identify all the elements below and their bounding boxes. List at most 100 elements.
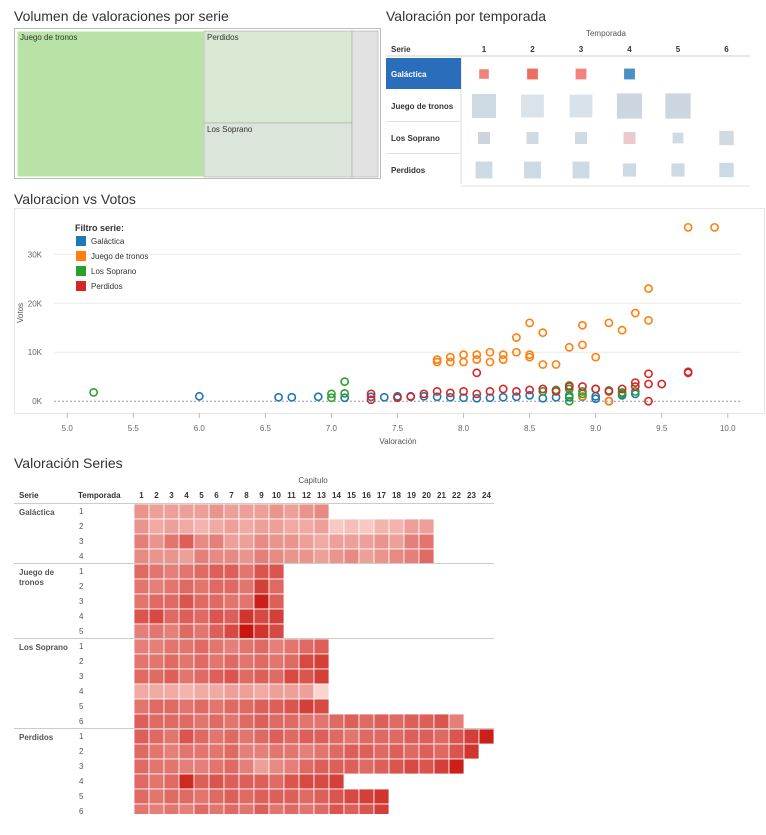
heatmap-cell-galactica-t2-e1[interactable] <box>133 518 150 535</box>
heatmap-cell-juego-de-tronos-t4-e8[interactable] <box>238 608 255 625</box>
scatter-point-galactica[interactable] <box>366 392 376 402</box>
scatter-point-juego-de-tronos[interactable] <box>564 342 574 352</box>
scatter-point-galactica[interactable] <box>472 393 482 403</box>
heatmap-cell-los-soprano-t4-e5[interactable] <box>193 683 210 700</box>
heatmap-cell-juego-de-tronos-t4-e10[interactable] <box>268 608 285 625</box>
heatmap-cell-galactica-t3-e13[interactable] <box>313 533 330 550</box>
scatter-point-los-soprano[interactable] <box>327 389 336 399</box>
heatmap-cell-los-soprano-t6-e8[interactable] <box>238 713 255 730</box>
season-mark-los-soprano-t2[interactable] <box>526 132 539 144</box>
heatmap-cell-perdidos-t5-e11[interactable] <box>283 788 300 805</box>
heatmap-cell-juego-de-tronos-t3-e1[interactable] <box>133 593 150 610</box>
heatmap-cell-perdidos-t5-e3[interactable] <box>163 788 180 805</box>
heatmap-cell-los-soprano-t1-e9[interactable] <box>253 638 270 655</box>
heatmap-cell-galactica-t2-e12[interactable] <box>298 518 315 535</box>
heatmap-cell-juego-de-tronos-t5-e5[interactable] <box>193 623 210 640</box>
scatter-point-juego-de-tronos[interactable] <box>683 222 693 232</box>
heatmap-cell-los-soprano-t1-e4[interactable] <box>178 638 195 655</box>
heatmap-cell-perdidos-t5-e17[interactable] <box>373 788 390 805</box>
heatmap-cell-los-soprano-t6-e21[interactable] <box>433 713 450 730</box>
scatter-point-juego-de-tronos[interactable] <box>485 357 495 367</box>
scatter-point-perdidos[interactable] <box>498 384 508 394</box>
heatmap-cell-los-soprano-t3-e3[interactable] <box>163 668 180 685</box>
heatmap-cell-perdidos-t6-e8[interactable] <box>238 803 255 814</box>
heatmap-cell-galactica-t1-e12[interactable] <box>298 503 315 520</box>
heatmap-cell-juego-de-tronos-t2-e1[interactable] <box>133 578 150 595</box>
scatter-point-perdidos[interactable] <box>472 389 482 399</box>
heatmap-cell-los-soprano-t5-e6[interactable] <box>208 698 225 715</box>
scatter-point-perdidos[interactable] <box>617 384 627 394</box>
heatmap-cell-perdidos-t1-e3[interactable] <box>163 728 180 745</box>
heatmap-cell-perdidos-t1-e4[interactable] <box>178 728 195 745</box>
heatmap-cell-juego-de-tronos-t3-e5[interactable] <box>193 593 210 610</box>
heatmap-cell-galactica-t2-e7[interactable] <box>223 518 240 535</box>
season-mark-perdidos-t4[interactable] <box>622 163 637 177</box>
heatmap-cell-los-soprano-t2-e9[interactable] <box>253 653 270 670</box>
scatter-point-los-soprano[interactable] <box>630 387 640 396</box>
heatmap-cell-juego-de-tronos-t3-e9[interactable] <box>253 593 270 610</box>
heatmap-cell-los-soprano-t3-e8[interactable] <box>238 668 255 685</box>
heatmap-cell-galactica-t4-e20[interactable] <box>418 548 435 565</box>
heatmap-cell-perdidos-t2-e4[interactable] <box>178 743 195 760</box>
heatmap-cell-galactica-t4-e2[interactable] <box>148 548 165 565</box>
heatmap-cell-perdidos-t4-e8[interactable] <box>238 773 255 790</box>
heatmap-cell-los-soprano-t4-e11[interactable] <box>283 683 300 700</box>
heatmap-cell-juego-de-tronos-t3-e10[interactable] <box>268 593 285 610</box>
heatmap-cell-los-soprano-t4-e1[interactable] <box>133 683 150 700</box>
scatter-point-los-soprano[interactable] <box>617 389 627 399</box>
heatmap-cell-galactica-t4-e9[interactable] <box>253 548 270 565</box>
heatmap-cell-juego-de-tronos-t4-e5[interactable] <box>193 608 210 625</box>
heatmap-cell-los-soprano-t5-e11[interactable] <box>283 698 300 715</box>
heatmap-cell-juego-de-tronos-t5-e9[interactable] <box>253 623 270 640</box>
heatmap-cell-perdidos-t4-e13[interactable] <box>313 773 330 790</box>
scatter-point-perdidos[interactable] <box>538 384 548 394</box>
heatmap-cell-perdidos-t4-e4[interactable] <box>178 773 195 790</box>
heatmap-cell-perdidos-t1-e24[interactable] <box>478 728 495 745</box>
heatmap-cell-perdidos-t2-e7[interactable] <box>223 743 240 760</box>
heatmap-cell-galactica-t2-e14[interactable] <box>328 518 345 535</box>
heatmap-cell-juego-de-tronos-t5-e2[interactable] <box>148 623 165 640</box>
legend-label-perdidos[interactable]: Perdidos <box>91 282 123 291</box>
heatmap-cell-perdidos-t4-e11[interactable] <box>283 773 300 790</box>
scatter-point-juego-de-tronos[interactable] <box>604 396 614 406</box>
season-mark-galactica-t4[interactable] <box>624 68 635 80</box>
heatmap-cell-perdidos-t1-e22[interactable] <box>448 728 465 745</box>
treemap-cell-juego-de-tronos[interactable] <box>16 30 205 178</box>
heatmap-cell-los-soprano-t6-e20[interactable] <box>418 713 435 730</box>
season-mark-juego-de-tronos-t1[interactable] <box>472 94 496 118</box>
heatmap-cell-perdidos-t6-e15[interactable] <box>343 803 360 814</box>
heatmap-cell-juego-de-tronos-t2-e9[interactable] <box>253 578 270 595</box>
heatmap-cell-los-soprano-t6-e14[interactable] <box>328 713 345 730</box>
heatmap-cell-perdidos-t2-e14[interactable] <box>328 743 345 760</box>
heatmap-cell-perdidos-t2-e10[interactable] <box>268 743 285 760</box>
heatmap-cell-los-soprano-t1-e12[interactable] <box>298 638 315 655</box>
season-mark-los-soprano-t4[interactable] <box>623 132 636 144</box>
heatmap-cell-perdidos-t1-e14[interactable] <box>328 728 345 745</box>
scatter-point-juego-de-tronos[interactable] <box>472 350 482 360</box>
heatmap-cell-galactica-t3-e3[interactable] <box>163 533 180 550</box>
season-row-label-galactica[interactable]: Galáctica <box>391 70 427 79</box>
heatmap-cell-juego-de-tronos-t4-e3[interactable] <box>163 608 180 625</box>
heatmap-cell-perdidos-t1-e18[interactable] <box>388 728 405 745</box>
heatmap-cell-galactica-t2-e2[interactable] <box>148 518 165 535</box>
heatmap-cell-los-soprano-t2-e10[interactable] <box>268 653 285 670</box>
heatmap-cell-los-soprano-t4-e9[interactable] <box>253 683 270 700</box>
heatmap-cell-los-soprano-t4-e13[interactable] <box>313 683 330 700</box>
heatmap-cell-los-soprano-t6-e15[interactable] <box>343 713 360 730</box>
season-mark-perdidos-t5[interactable] <box>671 163 685 177</box>
heatmap-cell-perdidos-t3-e15[interactable] <box>343 758 360 775</box>
heatmap-cell-galactica-t1-e3[interactable] <box>163 503 180 520</box>
heatmap-cell-los-soprano-t5-e10[interactable] <box>268 698 285 715</box>
heatmap-cell-perdidos-t3-e17[interactable] <box>373 758 390 775</box>
heatmap-cell-los-soprano-t6-e1[interactable] <box>133 713 150 730</box>
heatmap-cell-perdidos-t6-e3[interactable] <box>163 803 180 814</box>
scatter-point-juego-de-tronos[interactable] <box>512 347 521 357</box>
legend-swatch-perdidos[interactable] <box>76 281 86 291</box>
season-mark-perdidos-t6[interactable] <box>719 162 734 178</box>
heatmap-cell-perdidos-t5-e1[interactable] <box>133 788 150 805</box>
heatmap-cell-perdidos-t2-e1[interactable] <box>133 743 150 760</box>
heatmap-cell-perdidos-t4-e5[interactable] <box>193 773 210 790</box>
heatmap-cell-perdidos-t5-e6[interactable] <box>208 788 225 805</box>
scatter-point-perdidos[interactable] <box>591 384 601 394</box>
scatter-point-perdidos[interactable] <box>630 378 640 387</box>
